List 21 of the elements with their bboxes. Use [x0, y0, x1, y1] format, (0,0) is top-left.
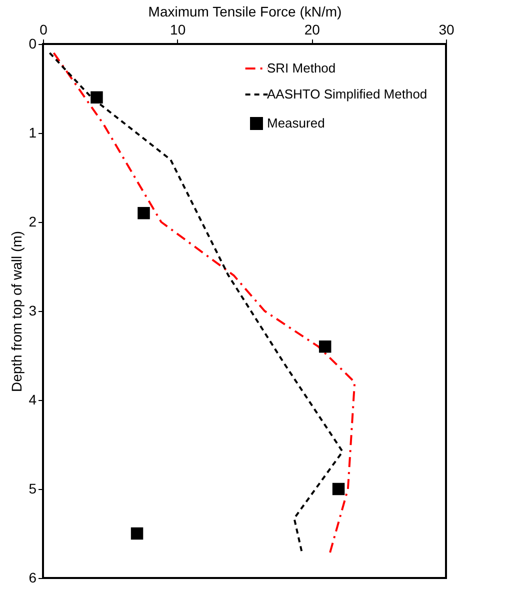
point	[332, 482, 345, 496]
legend-label: Measured	[267, 116, 325, 130]
point	[318, 340, 332, 353]
x-tick-label: 20	[304, 22, 320, 38]
x-axis-title: Maximum Tensile Force (kN/m)	[148, 4, 342, 20]
legend-label: AASHTO Simplified Method	[267, 86, 428, 102]
y-tick-label: 2	[28, 214, 37, 230]
y-tick-label: 5	[28, 480, 37, 496]
x-tick-label: 10	[170, 22, 186, 38]
y-axis-title: Depth from top of wall (m)	[8, 230, 25, 392]
y-tick-label: 3	[28, 302, 37, 318]
y-tick-label: 6	[28, 570, 37, 586]
y-tick-label: 0	[28, 36, 37, 52]
y-tick-label: 1	[28, 124, 37, 140]
x-tick-label: 0	[40, 22, 48, 38]
point	[130, 527, 144, 540]
y-tick-label: 4	[28, 392, 37, 408]
point	[90, 91, 103, 104]
x-tick-label: 30	[438, 22, 454, 38]
point	[138, 206, 150, 220]
legend-label: SRI Method	[267, 60, 336, 76]
